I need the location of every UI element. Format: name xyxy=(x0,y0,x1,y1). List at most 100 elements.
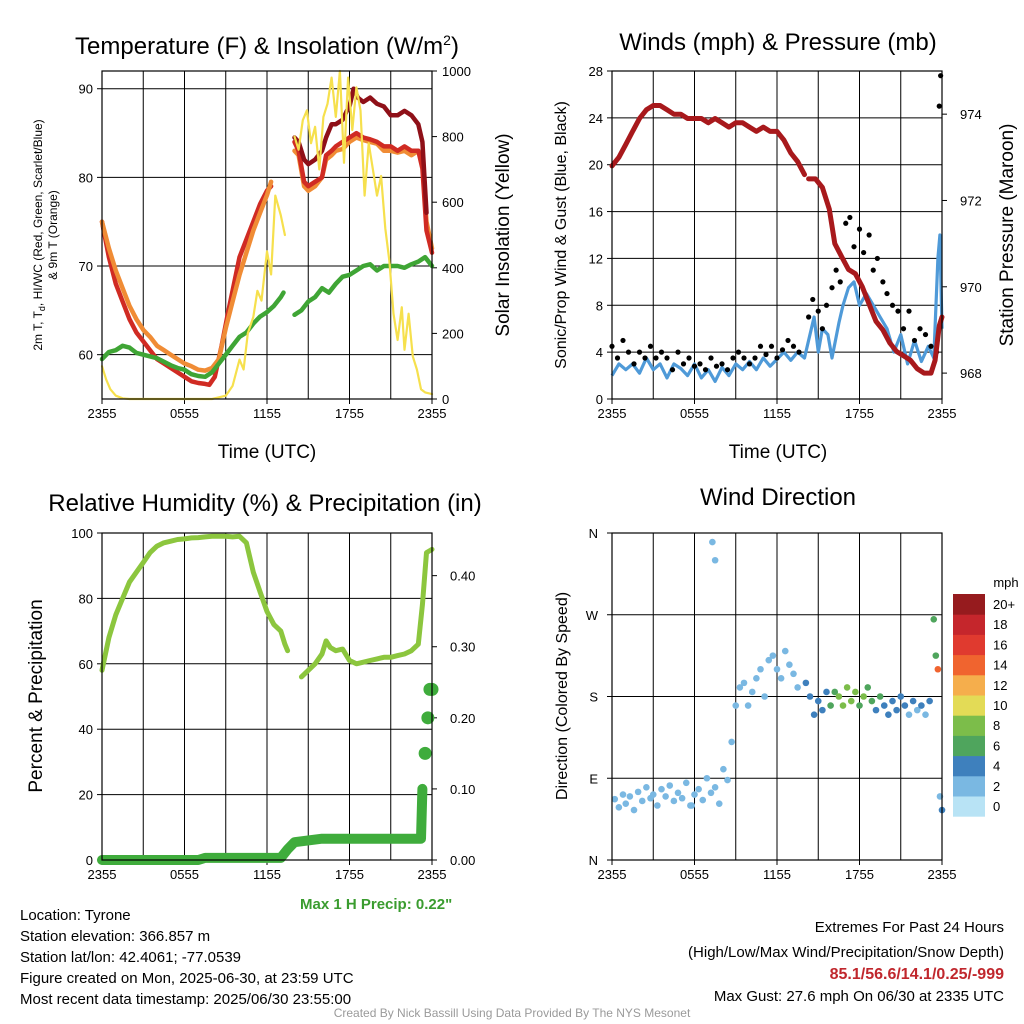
direction-point xyxy=(765,656,773,664)
gust-point xyxy=(713,363,720,369)
x-tick-label: 1155 xyxy=(253,867,281,882)
direction-point xyxy=(932,652,940,659)
y-tick-label: 100 xyxy=(71,526,93,541)
y-tick-label: 0 xyxy=(596,392,603,407)
gust-point xyxy=(691,363,698,369)
direction-point xyxy=(691,791,698,798)
precip-point xyxy=(421,711,435,725)
max-precip-text: Max 1 H Precip: 0.22" xyxy=(300,896,453,913)
series-td-line xyxy=(99,290,286,380)
direction-point xyxy=(654,802,661,809)
gust-point xyxy=(895,308,901,314)
max-gust-text: Max Gust: 27.6 mph On 06/30 at 2335 UTC xyxy=(713,988,1004,1005)
gust-point xyxy=(866,232,872,238)
direction-point xyxy=(615,804,623,811)
direction-point xyxy=(638,797,646,805)
y-tick-label: 60 xyxy=(79,657,93,672)
gust-point xyxy=(702,367,709,373)
direction-point xyxy=(643,784,650,791)
direction-point xyxy=(901,702,909,709)
x-tick-label: 2355 xyxy=(928,867,957,882)
y-tick-label: 28 xyxy=(589,64,603,79)
y-right-tick-label: 800 xyxy=(442,130,464,145)
y-tick-label: W xyxy=(586,608,599,623)
direction-point xyxy=(634,788,642,796)
gust-point xyxy=(768,343,775,349)
gust-point xyxy=(636,349,643,355)
x-tick-label: 2355 xyxy=(418,406,447,421)
extremes-values: 85.1/56.6/14.1/0.25/-999 xyxy=(829,966,1004,983)
gust-point xyxy=(669,367,676,373)
direction-point xyxy=(802,679,810,687)
x-tick-label: 1155 xyxy=(253,406,281,421)
x-tick-label: 0555 xyxy=(170,867,199,882)
legend-label: 20+ xyxy=(993,597,1015,612)
direction-y-axis-label: Direction (Colored By Speed) xyxy=(554,592,571,800)
panel-wind: 2355 0555 1155 1755 235504812162024289689709… xyxy=(589,64,982,421)
x-tick-label: 1755 xyxy=(335,867,364,882)
y-right-tick-label: 0.30 xyxy=(450,640,475,655)
direction-point xyxy=(703,774,711,782)
direction-point xyxy=(934,665,942,673)
gust-point xyxy=(829,285,835,291)
extremes-box: Extremes For Past 24 Hours (High/Low/Max… xyxy=(688,917,1004,1008)
direction-point xyxy=(847,697,855,705)
direction-point xyxy=(724,776,731,784)
direction-point xyxy=(880,702,888,709)
legend-swatch xyxy=(953,594,985,615)
x-tick-label: 1755 xyxy=(335,406,364,421)
x-tick-label: 1155 xyxy=(763,406,791,421)
direction-point xyxy=(649,791,657,798)
direction-point xyxy=(806,693,814,700)
gust-point xyxy=(724,367,731,373)
direction-point xyxy=(876,693,884,700)
gust-point xyxy=(614,355,621,361)
direction-point xyxy=(662,793,669,800)
recent-data-text: Most recent data timestamp: 2025/06/30 2… xyxy=(20,991,352,1008)
gust-point xyxy=(856,226,863,232)
gust-point xyxy=(790,343,797,349)
gust-point xyxy=(752,355,758,361)
humidity-line xyxy=(298,546,435,680)
direction-point xyxy=(864,684,872,691)
legend-swatch xyxy=(953,614,985,635)
y-tick-label: N xyxy=(589,853,598,868)
direction-point xyxy=(626,793,634,800)
legend-swatch xyxy=(953,775,985,797)
direction-point xyxy=(670,797,678,805)
y-right-tick-label: 970 xyxy=(960,280,982,295)
y-tick-label: 70 xyxy=(79,259,93,274)
gust-point xyxy=(819,326,825,332)
location-text: Location: Tyrone xyxy=(20,907,131,924)
station-info: Location: Tyrone Station elevation: 366.… xyxy=(20,905,354,1010)
gust-point xyxy=(861,249,867,256)
gust-point xyxy=(647,343,654,349)
gust-point xyxy=(697,361,703,367)
direction-point xyxy=(748,688,756,696)
y-tick-label: 20 xyxy=(589,158,603,173)
series-solar-line xyxy=(100,194,286,401)
x-tick-label: 0555 xyxy=(170,406,199,421)
series-td-line xyxy=(292,254,435,318)
gust-point xyxy=(686,355,692,361)
y-right-tick-label: 1000 xyxy=(442,64,471,79)
gust-point xyxy=(884,290,890,297)
direction-point xyxy=(918,702,925,709)
latlon-text: Station lat/lon: 42.4061; -77.0539 xyxy=(20,949,242,966)
y-right-tick-label: 0.10 xyxy=(450,782,475,797)
x-tick-label: 2355 xyxy=(598,406,627,421)
direction-point xyxy=(773,665,781,673)
legend-label: 14 xyxy=(993,658,1007,673)
y-tick-label: 80 xyxy=(79,170,93,185)
x-tick-label: 2355 xyxy=(418,867,447,882)
y-tick-label: 40 xyxy=(79,722,93,737)
gust-point xyxy=(779,347,786,353)
winds-panel-title: Winds (mph) & Pressure (mb) xyxy=(619,29,936,56)
gust-point xyxy=(833,267,839,273)
direction-point xyxy=(658,785,665,793)
gust-point xyxy=(847,214,853,221)
speed-legend: mph 0 2 4 6 8 10 12 14 16 18 20+ xyxy=(953,575,1019,817)
solar-y-axis-label: Solar Insolation (Yellow) xyxy=(493,133,514,336)
